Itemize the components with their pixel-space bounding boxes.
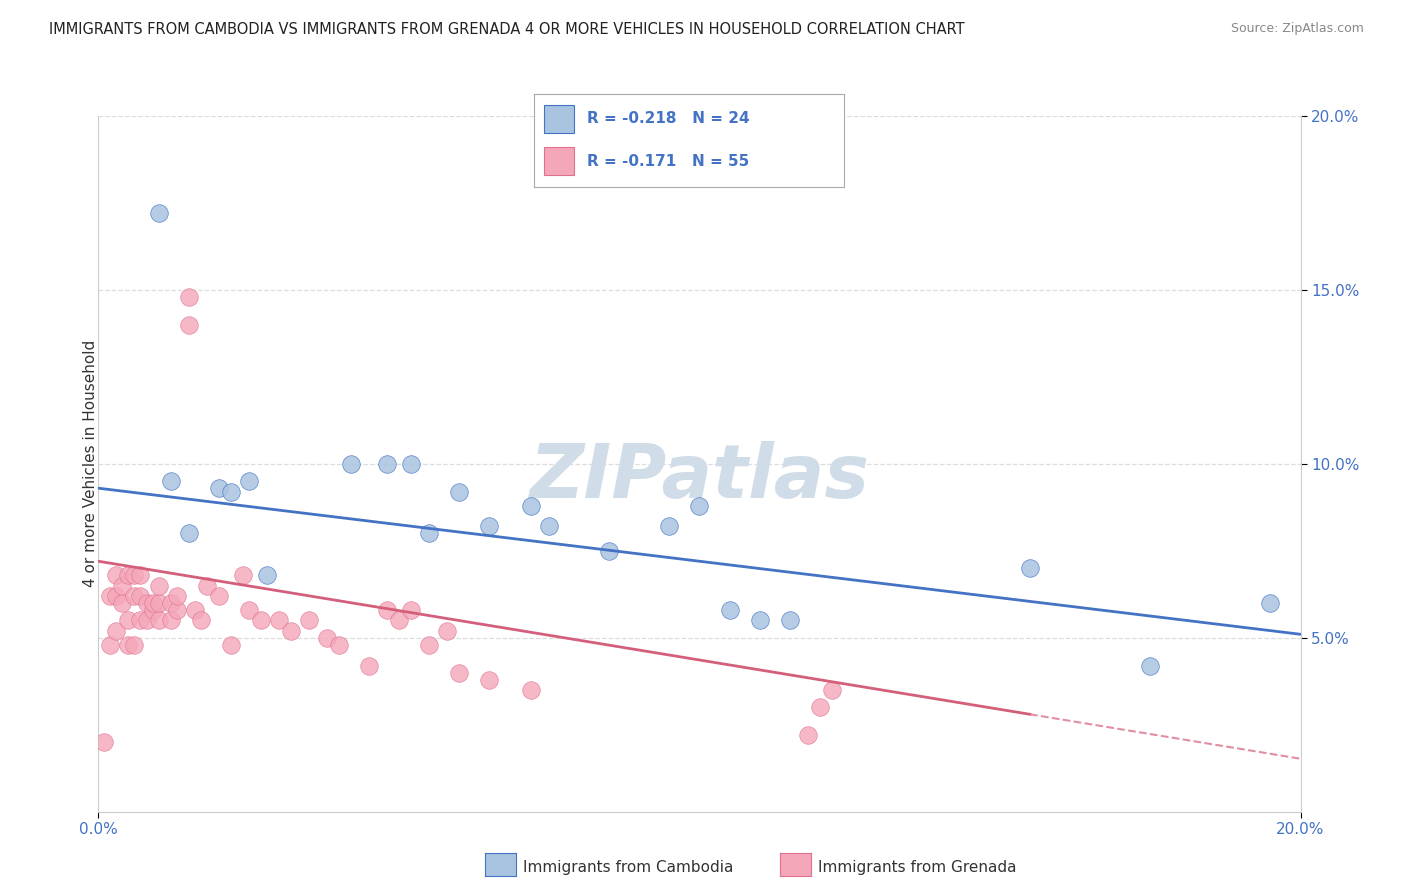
Point <box>796 728 818 742</box>
Text: IMMIGRANTS FROM CAMBODIA VS IMMIGRANTS FROM GRENADA 4 OR MORE VEHICLES IN HOUSEH: IMMIGRANTS FROM CAMBODIA VS IMMIGRANTS F… <box>49 22 965 37</box>
Point <box>418 638 440 652</box>
Point <box>298 614 321 628</box>
Point <box>478 673 501 687</box>
Point <box>124 589 146 603</box>
Point <box>219 638 242 652</box>
Point <box>340 457 363 471</box>
Point <box>111 596 134 610</box>
Text: R = -0.171   N = 55: R = -0.171 N = 55 <box>586 153 749 169</box>
Point <box>748 614 770 628</box>
Point <box>418 526 440 541</box>
Point <box>689 499 711 513</box>
Point <box>141 603 163 617</box>
Point <box>159 596 181 610</box>
Point <box>177 526 200 541</box>
Text: Immigrants from Cambodia: Immigrants from Cambodia <box>523 860 734 874</box>
Point <box>148 206 170 220</box>
Point <box>135 596 157 610</box>
Point <box>520 683 543 698</box>
Point <box>375 457 398 471</box>
Text: Immigrants from Grenada: Immigrants from Grenada <box>818 860 1017 874</box>
Point <box>315 631 337 645</box>
Point <box>135 614 157 628</box>
Point <box>129 568 152 582</box>
Point <box>105 589 128 603</box>
Point <box>177 318 200 332</box>
Point <box>375 603 398 617</box>
Point <box>208 481 231 495</box>
Y-axis label: 4 or more Vehicles in Household: 4 or more Vehicles in Household <box>83 340 97 588</box>
Point <box>111 578 134 592</box>
Point <box>447 484 470 499</box>
Point <box>399 603 422 617</box>
Point <box>1139 658 1161 673</box>
Point <box>117 638 139 652</box>
Point <box>124 568 146 582</box>
Point <box>388 614 411 628</box>
Point <box>658 519 681 533</box>
Point <box>232 568 254 582</box>
Point <box>538 519 561 533</box>
Point <box>117 614 139 628</box>
Point <box>208 589 231 603</box>
Point <box>166 589 188 603</box>
Point <box>436 624 458 638</box>
Point <box>808 700 831 714</box>
Point <box>159 474 181 488</box>
Point <box>129 589 152 603</box>
Point <box>399 457 422 471</box>
Point <box>129 614 152 628</box>
Point <box>357 658 380 673</box>
Point <box>249 614 271 628</box>
Point <box>100 638 122 652</box>
Point <box>219 484 242 499</box>
Point <box>520 499 543 513</box>
Point <box>105 624 128 638</box>
Point <box>267 614 290 628</box>
Point <box>117 568 139 582</box>
Point <box>328 638 350 652</box>
Text: Source: ZipAtlas.com: Source: ZipAtlas.com <box>1230 22 1364 36</box>
Point <box>447 665 470 680</box>
Point <box>821 683 844 698</box>
Point <box>100 589 122 603</box>
Point <box>105 568 128 582</box>
Bar <box>544 105 575 133</box>
Point <box>1019 561 1042 575</box>
Point <box>238 603 260 617</box>
Point <box>159 614 181 628</box>
Bar <box>544 147 575 175</box>
Text: R = -0.218   N = 24: R = -0.218 N = 24 <box>586 112 749 127</box>
Point <box>718 603 741 617</box>
Point <box>478 519 501 533</box>
Point <box>183 603 205 617</box>
Text: ZIPatlas: ZIPatlas <box>530 442 869 515</box>
Point <box>238 474 260 488</box>
Point <box>148 596 170 610</box>
Point <box>195 578 218 592</box>
Point <box>256 568 278 582</box>
Point <box>166 603 188 617</box>
Point <box>598 543 620 558</box>
Point <box>93 735 115 749</box>
Point <box>177 290 200 304</box>
Point <box>148 614 170 628</box>
Point <box>1260 596 1282 610</box>
Point <box>779 614 801 628</box>
Point <box>190 614 212 628</box>
Point <box>141 596 163 610</box>
Point <box>124 638 146 652</box>
Point <box>280 624 302 638</box>
Point <box>148 578 170 592</box>
